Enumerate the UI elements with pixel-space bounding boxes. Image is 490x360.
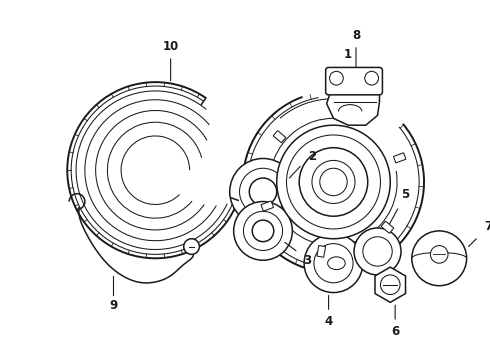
Polygon shape	[375, 267, 406, 302]
Text: 7: 7	[484, 220, 490, 234]
Circle shape	[365, 71, 378, 85]
Circle shape	[312, 161, 355, 203]
Circle shape	[304, 234, 363, 293]
Circle shape	[320, 168, 347, 196]
Text: 3: 3	[303, 254, 311, 267]
Polygon shape	[342, 107, 350, 118]
Polygon shape	[273, 131, 286, 143]
Circle shape	[244, 211, 283, 251]
Circle shape	[234, 202, 293, 260]
Circle shape	[240, 168, 287, 215]
Polygon shape	[381, 221, 394, 233]
Circle shape	[299, 148, 368, 216]
Text: 8: 8	[352, 29, 360, 42]
Circle shape	[184, 239, 199, 255]
Circle shape	[314, 244, 353, 283]
FancyBboxPatch shape	[326, 67, 382, 95]
Circle shape	[230, 158, 296, 225]
Text: 5: 5	[401, 188, 409, 201]
Circle shape	[277, 125, 390, 239]
Polygon shape	[317, 246, 325, 257]
Circle shape	[252, 220, 274, 242]
Circle shape	[330, 71, 343, 85]
Circle shape	[249, 178, 277, 206]
Polygon shape	[393, 153, 406, 163]
Text: 4: 4	[324, 315, 333, 328]
Text: 10: 10	[163, 40, 179, 53]
Text: 2: 2	[308, 150, 316, 163]
Circle shape	[287, 135, 380, 229]
Circle shape	[363, 237, 392, 266]
Text: 6: 6	[391, 325, 399, 338]
Polygon shape	[327, 92, 379, 125]
Circle shape	[380, 275, 400, 294]
Circle shape	[430, 246, 448, 263]
Text: 1: 1	[344, 48, 352, 61]
Text: 9: 9	[109, 299, 118, 312]
Polygon shape	[261, 201, 273, 211]
Circle shape	[354, 228, 401, 275]
Circle shape	[412, 231, 466, 286]
